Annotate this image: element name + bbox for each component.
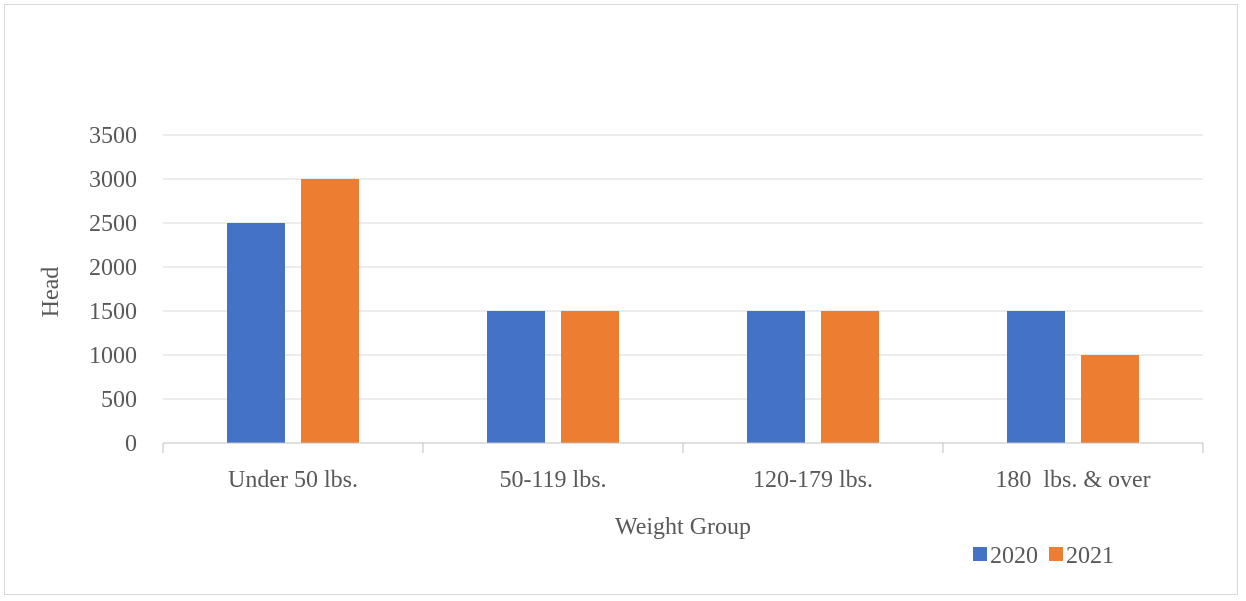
y-tick-label: 1000	[89, 343, 137, 369]
bar-2021-2	[821, 311, 879, 443]
bar-2020-3	[1007, 311, 1065, 443]
legend-swatch-2020	[973, 547, 987, 561]
y-axis-tick-labels: 0 500 1000 1500 2000 2500 3000 3500	[89, 123, 137, 457]
x-axis	[162, 442, 1204, 453]
y-tick-label: 3000	[89, 167, 137, 193]
legend: 2020 2021	[973, 543, 1114, 569]
y-tick-label: 2000	[89, 255, 137, 281]
x-tick-label: Under 50 lbs.	[228, 467, 358, 493]
legend-label: 2020	[990, 543, 1038, 569]
y-tick-label: 500	[101, 387, 137, 413]
x-axis-label: Weight Group	[615, 514, 751, 540]
x-tick-label: 50-119 lbs.	[499, 467, 606, 493]
y-axis-label: Head	[38, 267, 64, 318]
bars	[227, 179, 1139, 443]
bar-2020-1	[487, 311, 545, 443]
y-tick-label: 3500	[89, 123, 137, 149]
x-tick-label: 120-179 lbs.	[753, 467, 873, 493]
bar-2020-2	[747, 311, 805, 443]
bar-2021-0	[301, 179, 359, 443]
bar-2020-0	[227, 223, 285, 443]
y-tick-label: 2500	[89, 211, 137, 237]
x-tick-label: 180 lbs. & over	[995, 467, 1150, 493]
legend-label: 2021	[1066, 543, 1114, 569]
legend-swatch-2021	[1049, 547, 1063, 561]
x-axis-tick-labels: Under 50 lbs. 50-119 lbs. 120-179 lbs. 180 …	[228, 467, 1151, 493]
y-tick-label: 0	[125, 431, 137, 457]
y-tick-label: 1500	[89, 299, 137, 325]
bar-2021-1	[561, 311, 619, 443]
chart-frame	[4, 4, 1238, 595]
bar-2021-3	[1081, 355, 1139, 443]
